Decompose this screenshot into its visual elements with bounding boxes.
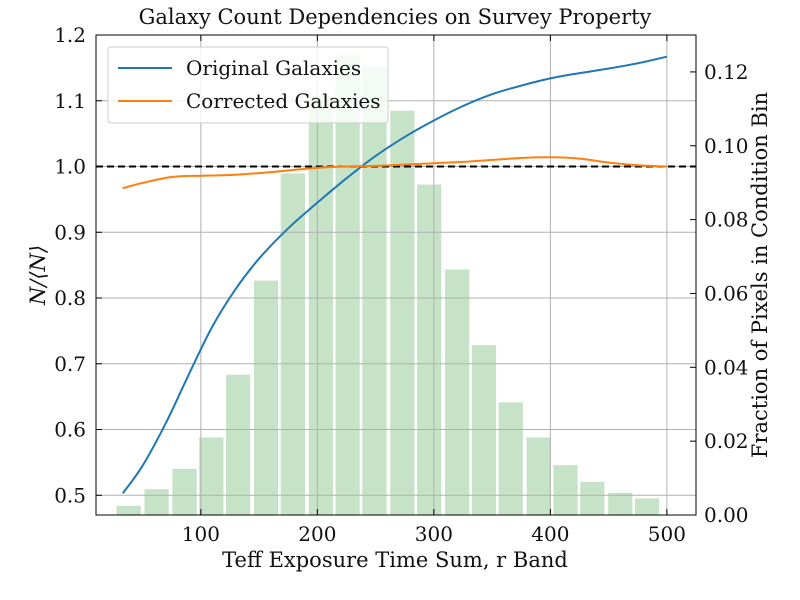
- y-right-tick-label: 0.08: [704, 208, 749, 232]
- histogram-bar: [498, 402, 523, 515]
- y-right-tick-label: 0.06: [704, 281, 749, 305]
- histogram-bar: [580, 481, 605, 515]
- histogram-bar: [199, 437, 224, 515]
- histogram-bar: [445, 269, 470, 515]
- x-tick-label: 200: [298, 522, 336, 546]
- histogram-bar: [116, 505, 141, 515]
- histogram-bar: [608, 492, 633, 515]
- histogram-bar: [634, 498, 660, 515]
- y-tick-label: 0.5: [54, 483, 86, 507]
- y-tick-label: 0.7: [54, 352, 86, 376]
- y-right-tick-label: 0.02: [704, 429, 749, 453]
- y-axis-label-right: Fraction of Pixels in Condition Bin: [748, 92, 772, 458]
- plot-frame: [95, 34, 697, 516]
- y-axis-label: N/⟨N⟩: [26, 245, 50, 306]
- x-tick-label: 400: [531, 522, 569, 546]
- y-right-tick-label: 0.10: [704, 134, 749, 158]
- x-tick-label: 500: [648, 522, 686, 546]
- histogram-bar: [335, 55, 360, 516]
- y-tick-label: 1.1: [54, 89, 86, 113]
- histogram-bar: [471, 345, 497, 515]
- histogram-bar: [417, 184, 442, 516]
- legend-box: [107, 46, 389, 124]
- y-tick-label: 1.0: [54, 155, 86, 179]
- y-right-tick-label: 0.04: [704, 355, 749, 379]
- legend-label-corrected: Corrected Galaxies: [186, 89, 381, 113]
- histogram-bar: [390, 110, 415, 515]
- histogram-bar: [253, 280, 279, 515]
- series-line-corrected: [122, 156, 667, 190]
- tick-layer: 100 200 300 400 500 0.5 0.6 0.7 0.8 0.9 1.0 1.1 1.2 0…: [54, 23, 748, 546]
- histogram-bar: [144, 489, 169, 515]
- x-axis-label: Teff Exposure Time Sum, r Band: [222, 548, 568, 572]
- histogram-layer: [116, 55, 660, 516]
- x-tick-label: 300: [415, 522, 453, 546]
- y-right-tick-label: 0.12: [704, 60, 749, 84]
- y-tick-label: 0.6: [54, 418, 86, 442]
- x-tick-label: 100: [182, 522, 220, 546]
- histogram-bar: [172, 468, 197, 515]
- y-right-tick-label: 0.00: [704, 503, 749, 527]
- chart-title: Galaxy Count Dependencies on Survey Prop…: [139, 5, 652, 29]
- legend: Original Galaxies Corrected Galaxies: [107, 46, 389, 124]
- y-tick-label: 1.2: [54, 23, 86, 47]
- y-tick-label: 0.9: [54, 220, 86, 244]
- histogram-bar: [526, 437, 551, 515]
- histogram-bar: [308, 95, 333, 515]
- histogram-bar: [362, 66, 387, 515]
- y-tick-label: 0.8: [54, 286, 86, 310]
- series-layer: [121, 55, 668, 494]
- legend-label-original: Original Galaxies: [186, 56, 361, 80]
- histogram-bar: [553, 465, 578, 515]
- series-line-original: [121, 55, 668, 494]
- histogram-bar: [226, 374, 251, 515]
